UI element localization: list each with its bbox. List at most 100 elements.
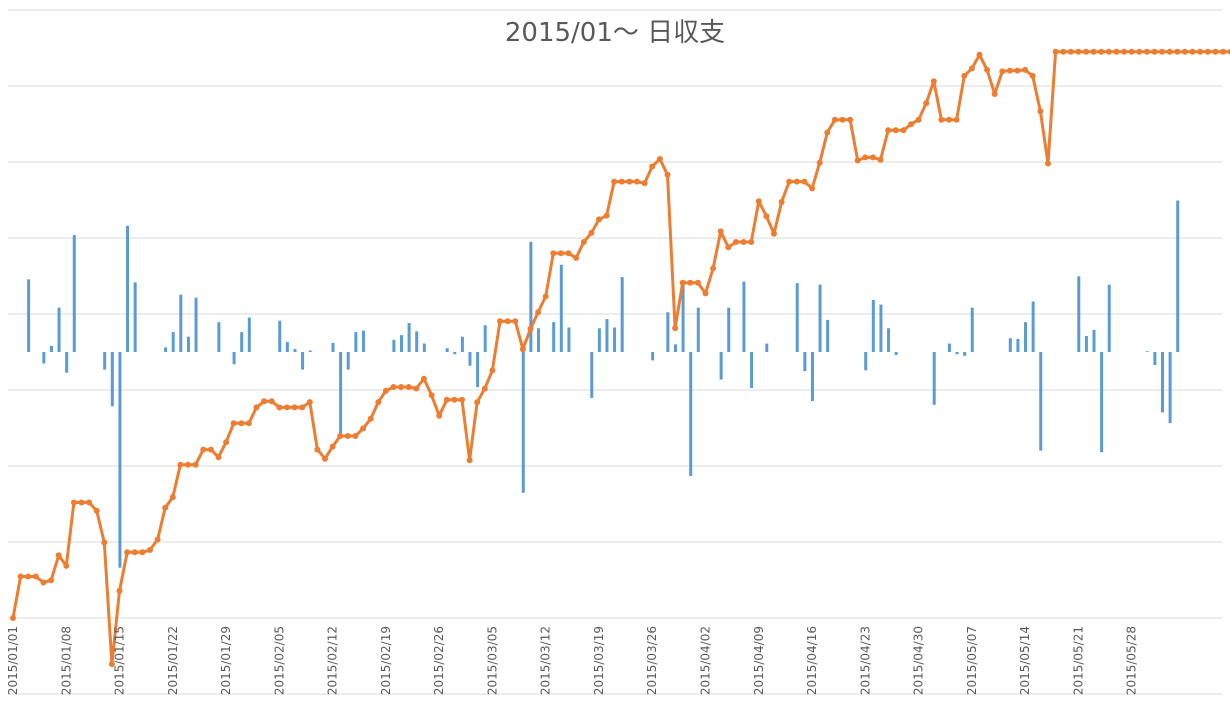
line-point-day-23	[177, 461, 184, 468]
line-point-day-29	[223, 439, 230, 446]
bar-day-23	[186, 336, 190, 352]
bar-day-79	[613, 327, 617, 352]
cumulative-series-line	[11, 50, 1230, 666]
bar-day-78	[605, 319, 609, 352]
bar-day-141	[1084, 335, 1088, 352]
bar-day-97	[750, 352, 754, 388]
line-point-day-158	[1204, 48, 1211, 55]
line-point-day-34	[261, 398, 268, 405]
line-point-day-139	[1060, 48, 1067, 55]
line-point-day-24	[185, 461, 191, 468]
line-point-day-91	[694, 279, 701, 286]
line-point-day-42	[322, 455, 328, 462]
line-point-day-78	[596, 216, 602, 223]
bar-day-16	[133, 282, 137, 352]
line-point-day-134	[1022, 66, 1029, 73]
line-point-day-140	[1067, 48, 1074, 55]
line-point-day-43	[329, 443, 336, 450]
x-tick-label: 2015/04/02	[699, 626, 713, 695]
x-tick-label: 2015/02/12	[326, 626, 340, 695]
line-point-day-76	[580, 239, 587, 245]
line-point-day-47	[360, 425, 367, 432]
line-point-day-149	[1136, 48, 1143, 55]
line-point-day-45	[344, 433, 351, 439]
line-point-day-68	[519, 346, 526, 353]
line-point-day-66	[504, 318, 511, 325]
bar-day-52	[407, 322, 411, 352]
x-tick-label: 2015/02/19	[379, 626, 393, 695]
bar-day-133	[1024, 322, 1028, 352]
bar-day-151	[1161, 352, 1164, 413]
line-point-day-102	[778, 199, 785, 205]
line-point-day-4	[32, 573, 39, 580]
line-point-day-69	[527, 325, 534, 332]
line-point-day-148	[1128, 48, 1135, 55]
line-point-day-79	[603, 212, 610, 219]
line-point-day-20	[154, 536, 161, 543]
line-point-day-135	[1029, 72, 1036, 79]
line-point-day-120	[915, 116, 922, 123]
bar-day-4	[42, 352, 46, 364]
line-point-day-87	[664, 171, 671, 178]
bar-day-36	[285, 342, 289, 352]
line-point-day-48	[367, 415, 374, 422]
bar-day-90	[696, 307, 700, 352]
line-point-day-143	[1090, 48, 1097, 55]
x-tick-label: 2015/02/05	[272, 626, 286, 695]
bar-day-73	[567, 327, 571, 352]
bar-day-54	[422, 343, 426, 352]
bar-day-46	[361, 330, 365, 352]
line-point-day-110	[839, 116, 846, 123]
line-point-day-62	[474, 399, 481, 406]
line-point-day-33	[253, 404, 260, 411]
bar-day-143	[1100, 352, 1104, 453]
bar-day-140	[1077, 276, 1081, 352]
bar-day-87	[673, 344, 677, 352]
line-point-day-19	[147, 547, 153, 553]
line-point-day-85	[649, 163, 656, 170]
line-point-day-17	[131, 549, 138, 556]
bar-day-105	[810, 352, 814, 401]
line-point-day-105	[801, 178, 808, 185]
line-point-day-142	[1083, 48, 1089, 55]
line-point-day-16	[124, 549, 131, 556]
bar-day-86	[666, 312, 670, 352]
line-point-day-141	[1075, 48, 1082, 55]
bar-day-107	[826, 319, 830, 352]
line-point-day-54	[413, 385, 420, 392]
line-point-day-38	[291, 404, 298, 411]
line-point-day-12	[93, 507, 100, 514]
daily-bars	[27, 200, 1180, 568]
bar-day-44	[346, 352, 350, 370]
bar-day-27	[217, 322, 221, 352]
line-point-day-28	[215, 454, 222, 461]
line-point-day-137	[1045, 160, 1051, 167]
x-tick-label: 2015/05/28	[1125, 626, 1139, 695]
line-point-day-65	[497, 318, 503, 325]
bar-day-42	[331, 342, 335, 352]
line-point-day-59	[451, 396, 458, 403]
bar-day-96	[742, 281, 746, 352]
line-point-day-144	[1098, 48, 1105, 55]
bar-day-24	[194, 297, 198, 352]
bar-day-14	[118, 352, 122, 568]
line-point-day-161	[1227, 48, 1230, 55]
bar-day-99	[765, 343, 769, 352]
bar-day-5	[49, 345, 53, 352]
bar-day-39	[308, 350, 312, 352]
line-point-day-53	[405, 384, 412, 390]
bar-day-123	[947, 343, 951, 352]
line-point-day-94	[717, 228, 724, 235]
bar-day-152	[1168, 352, 1172, 424]
line-point-day-39	[299, 404, 306, 411]
bar-day-150	[1153, 352, 1157, 366]
line-point-day-57	[436, 412, 443, 419]
line-point-day-51	[390, 384, 397, 390]
line-point-day-101	[771, 230, 777, 237]
bar-day-57	[445, 348, 449, 352]
line-point-day-113	[862, 154, 869, 161]
line-point-day-40	[306, 399, 313, 406]
line-point-day-72	[550, 250, 557, 257]
bar-day-37	[293, 348, 297, 352]
